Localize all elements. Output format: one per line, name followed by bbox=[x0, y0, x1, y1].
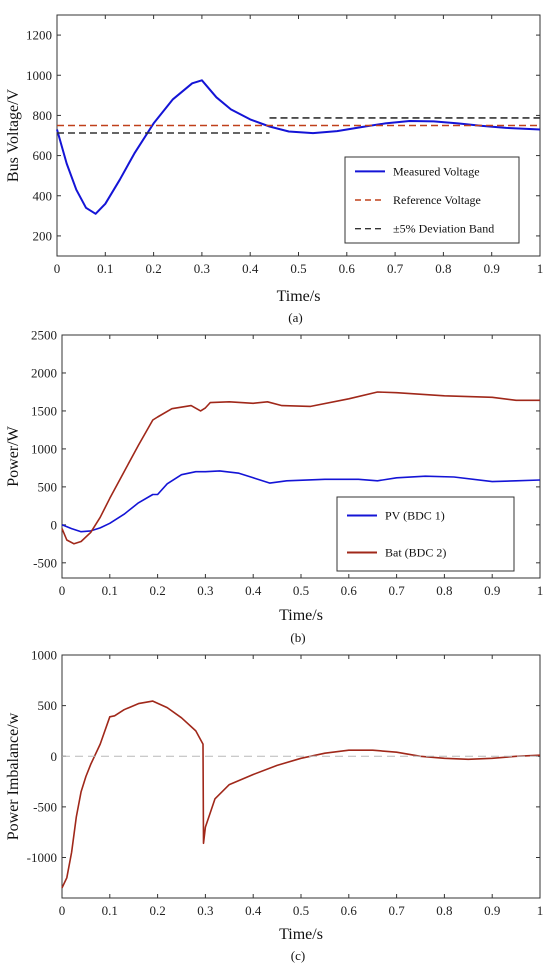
legend: PV (BDC 1) Bat (BDC 2) bbox=[336, 496, 515, 572]
y-tick-label: -1000 bbox=[27, 850, 57, 865]
x-tick-label: 0.4 bbox=[245, 583, 262, 598]
x-tick-label: 0.7 bbox=[387, 261, 404, 276]
y-tick-label: 600 bbox=[33, 148, 53, 163]
legend-label: Measured Voltage bbox=[393, 164, 480, 178]
x-tick-label: 0.4 bbox=[242, 261, 259, 276]
chart-panel-1: 0 0.1 0.2 0.3 0.4 0.5 0.6 0.7 0.8 0.9 120040060080… bbox=[5, 14, 544, 325]
x-tick-label: 0.5 bbox=[293, 583, 309, 598]
series-line-1 bbox=[61, 700, 541, 889]
y-tick-label: 500 bbox=[38, 698, 58, 713]
y-tick-label: 0 bbox=[51, 517, 58, 532]
x-tick-label: 0.8 bbox=[436, 903, 452, 918]
x-axis-label: Time/s bbox=[277, 288, 321, 305]
x-tick-label: 0.5 bbox=[293, 903, 309, 918]
x-tick-label: 1 bbox=[537, 903, 544, 918]
series-line-1 bbox=[61, 470, 541, 533]
x-tick-label: 0.5 bbox=[290, 261, 306, 276]
y-tick-label: 2500 bbox=[31, 328, 57, 343]
chart-panel-2: 0 0.1 0.2 0.3 0.4 0.5 0.6 0.7 0.8 0.9 1-5000500100… bbox=[5, 328, 543, 646]
x-tick-label: 0 bbox=[59, 583, 66, 598]
x-tick-label: 1 bbox=[537, 261, 544, 276]
x-tick-label: 0.9 bbox=[484, 583, 500, 598]
x-tick-label: 0.2 bbox=[149, 903, 165, 918]
y-tick-label: 800 bbox=[33, 108, 53, 123]
y-tick-label: 1000 bbox=[31, 441, 57, 456]
x-tick-label: 0.6 bbox=[341, 903, 358, 918]
series-line-1 bbox=[56, 79, 541, 215]
y-tick-label: 1200 bbox=[26, 28, 52, 43]
legend-label: Reference Voltage bbox=[393, 193, 481, 207]
y-tick-label: -500 bbox=[33, 555, 57, 570]
x-tick-label: 0 bbox=[59, 903, 66, 918]
y-tick-label: 1500 bbox=[31, 403, 57, 418]
x-tick-label: 0 bbox=[54, 261, 61, 276]
x-axis-label: Time/s bbox=[279, 607, 323, 624]
y-axis-label: Bus Voltage/V bbox=[5, 88, 22, 182]
x-tick-label: 0.2 bbox=[149, 583, 165, 598]
x-axis-label: Time/s bbox=[279, 926, 323, 943]
x-tick-label: 0.7 bbox=[388, 583, 405, 598]
x-tick-label: 0.1 bbox=[102, 583, 118, 598]
panel-label: (b) bbox=[290, 630, 305, 645]
x-tick-label: 0.2 bbox=[145, 261, 161, 276]
y-axis-label: Power Imbalance/w bbox=[5, 712, 22, 840]
x-tick-label: 0.1 bbox=[102, 903, 118, 918]
legend-box bbox=[336, 496, 515, 572]
y-axis-label: Power/W bbox=[5, 425, 22, 486]
y-tick-label: -500 bbox=[33, 799, 57, 814]
y-tick-label: 1000 bbox=[26, 68, 52, 83]
x-tick-label: 1 bbox=[537, 583, 544, 598]
y-tick-label: 2000 bbox=[31, 365, 57, 380]
x-tick-label: 0.3 bbox=[197, 903, 213, 918]
x-tick-label: 0.9 bbox=[484, 261, 500, 276]
y-tick-label: 0 bbox=[51, 749, 58, 764]
x-tick-label: 0.8 bbox=[436, 583, 452, 598]
x-tick-label: 0.1 bbox=[97, 261, 113, 276]
x-tick-label: 0.8 bbox=[435, 261, 451, 276]
y-tick-label: 400 bbox=[33, 188, 53, 203]
x-tick-label: 0.9 bbox=[484, 903, 500, 918]
legend-label: Bat (BDC 2) bbox=[385, 546, 446, 560]
y-tick-label: 500 bbox=[38, 479, 58, 494]
x-tick-label: 0.6 bbox=[339, 261, 356, 276]
x-tick-label: 0.4 bbox=[245, 903, 262, 918]
chart-panel-3: 0 0.1 0.2 0.3 0.4 0.5 0.6 0.7 0.8 0.9 1 -1000 -500 0 5… bbox=[5, 648, 543, 964]
x-tick-label: 0.3 bbox=[197, 583, 213, 598]
y-tick-label: 200 bbox=[33, 228, 53, 243]
panel-label: (c) bbox=[291, 948, 305, 963]
y-tick-label: 1000 bbox=[31, 648, 57, 663]
series-line-2 bbox=[61, 391, 540, 545]
x-tick-label: 0.6 bbox=[341, 583, 358, 598]
plot-frame bbox=[61, 654, 541, 899]
legend-label: ±5% Deviation Band bbox=[393, 222, 494, 236]
legend: Measured Voltage Reference Voltage ±5% Dev… bbox=[344, 156, 520, 244]
x-tick-label: 0.7 bbox=[388, 903, 405, 918]
legend-label: PV (BDC 1) bbox=[385, 509, 445, 523]
x-tick-label: 0.3 bbox=[194, 261, 210, 276]
panel-label: (a) bbox=[288, 310, 302, 325]
